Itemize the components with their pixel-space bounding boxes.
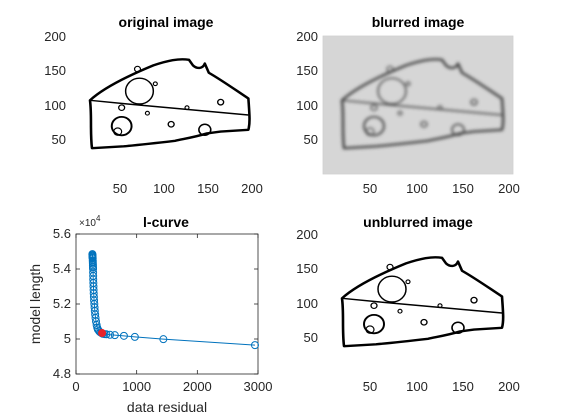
chart-title: l-curve xyxy=(143,214,189,230)
image-area xyxy=(323,234,513,374)
y-tick-label: 200 xyxy=(296,227,318,242)
x-tick-label: 150 xyxy=(452,181,474,196)
x-tick-label: 100 xyxy=(406,181,428,196)
panel-original-image: original image 200 150 100 50 50 100 150… xyxy=(44,14,263,196)
x-tick-label: 150 xyxy=(452,379,474,394)
highlight-marker xyxy=(98,329,107,338)
panel-unblurred-image: unblurred image 200 150 100 50 50 100 15… xyxy=(296,214,520,394)
image-area xyxy=(76,36,256,174)
y-tick-label: 150 xyxy=(296,261,318,276)
y-tick-label: 50 xyxy=(52,132,66,147)
x-tick-label: 200 xyxy=(241,181,263,196)
y-tick-label: 200 xyxy=(44,29,66,44)
axis-ticks: 0 1000 2000 3000 5.6 5.4 5.2 5 4.8 xyxy=(53,226,273,394)
y-tick-label: 50 xyxy=(304,132,318,147)
x-ticks: 50 100 150 200 xyxy=(113,181,263,196)
data-point xyxy=(119,331,128,340)
y-tick-label: 100 xyxy=(296,98,318,113)
x-tick-label: 200 xyxy=(498,181,520,196)
data-point xyxy=(88,250,97,259)
x-tick-label: 100 xyxy=(406,379,428,394)
y-tick-label: 150 xyxy=(44,63,66,78)
highlight-point xyxy=(98,329,107,338)
x-tick-label: 150 xyxy=(197,181,219,196)
y-ticks: 200 150 100 50 xyxy=(296,227,318,345)
x-tick-label: 50 xyxy=(363,379,377,394)
panel-title: blurred image xyxy=(372,14,465,30)
x-tick-label: 2000 xyxy=(183,379,212,394)
series-points xyxy=(88,250,259,350)
y-axis-label: model length xyxy=(27,264,43,344)
x-tick-label: 0 xyxy=(72,379,79,394)
y-tick-label: 5 xyxy=(64,331,71,346)
x-tick-label: 1000 xyxy=(122,379,151,394)
y-tick-label: 150 xyxy=(296,63,318,78)
x-tick-label: 3000 xyxy=(244,379,273,394)
x-tick-label: 50 xyxy=(363,181,377,196)
plot-area xyxy=(75,233,259,375)
y-ticks: 200 150 100 50 xyxy=(296,29,318,147)
x-ticks: 50 100 150 200 xyxy=(363,379,520,394)
x-axis-label: data residual xyxy=(127,399,207,415)
y-tick-label: 50 xyxy=(304,330,318,345)
y-ticks: 200 150 100 50 xyxy=(44,29,66,147)
x-tick-label: 50 xyxy=(113,181,127,196)
y-tick-label: 100 xyxy=(44,98,66,113)
y-tick-label: 4.8 xyxy=(53,366,71,381)
panel-title: unblurred image xyxy=(363,214,473,230)
y-exponent-label: ×104 xyxy=(79,214,101,229)
data-point xyxy=(159,335,168,344)
y-tick-label: 5.6 xyxy=(53,226,71,241)
axes-box xyxy=(322,35,514,175)
y-tick-label: 100 xyxy=(296,296,318,311)
panel-blurred-image: blurred image 200 150 100 50 50 100 150 … xyxy=(296,14,520,196)
y-tick-label: 5.4 xyxy=(53,261,71,276)
x-tick-label: 200 xyxy=(498,379,520,394)
data-point xyxy=(130,332,139,341)
y-tick-label: 200 xyxy=(296,29,318,44)
data-point xyxy=(250,341,259,350)
image-area xyxy=(323,36,513,174)
data-point xyxy=(110,331,119,340)
y-tick-label: 5.2 xyxy=(53,296,71,311)
panel-title: original image xyxy=(119,14,214,30)
x-tick-label: 100 xyxy=(153,181,175,196)
x-ticks: 50 100 150 200 xyxy=(363,181,520,196)
